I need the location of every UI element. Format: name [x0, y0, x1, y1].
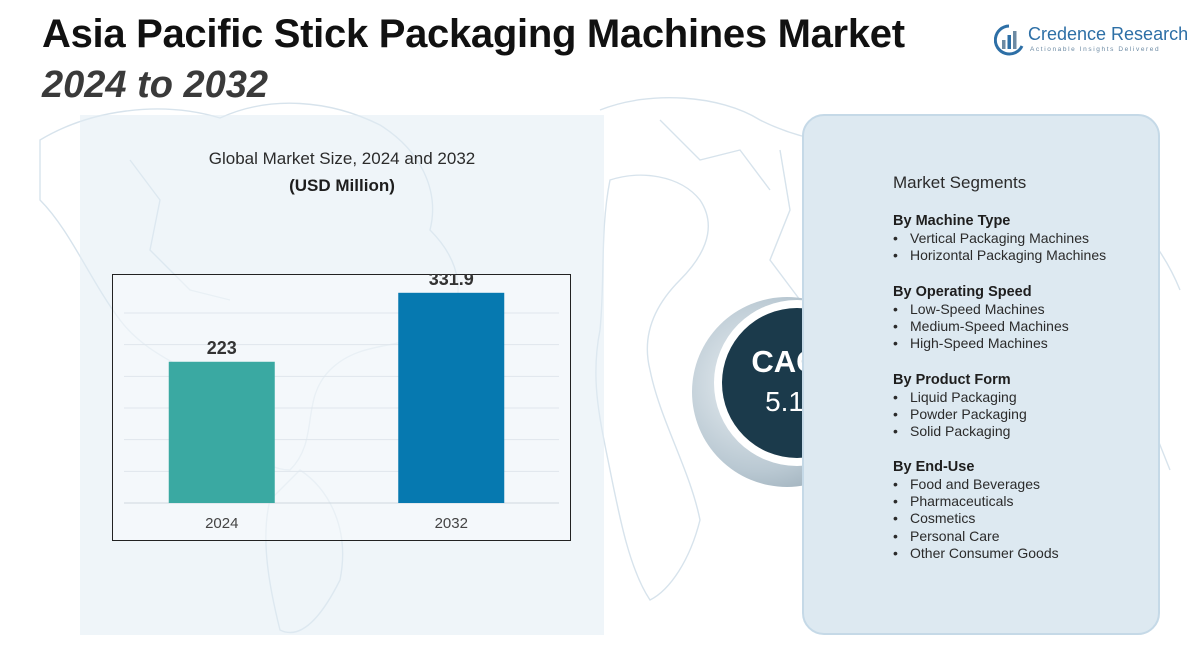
segment-item: Food and Beverages [893, 476, 1059, 493]
brand-logo[interactable]: Credence Research Actionable Insights De… [994, 22, 1194, 62]
segment-group-operating-speed: By Operating Speed Low-Speed Machines Me… [893, 283, 1069, 353]
chart-logo-icon [994, 24, 1024, 56]
segment-item: Personal Care [893, 528, 1059, 545]
segment-item: Vertical Packaging Machines [893, 230, 1106, 247]
chart-unit: (USD Million) [289, 176, 395, 195]
brand-name: Credence Research [1028, 24, 1189, 44]
bar-2024[interactable] [168, 361, 275, 503]
segment-item: Powder Packaging [893, 406, 1027, 423]
value-label-2032: 331.9 [429, 274, 474, 289]
bar-chart: 223 331.9 2024 2032 [112, 274, 571, 541]
segment-item: Horizontal Packaging Machines [893, 247, 1106, 264]
brand-tagline: Actionable Insights Delivered [1030, 46, 1161, 53]
category-label-2032: 2032 [435, 515, 468, 532]
segment-group-product-form: By Product Form Liquid Packaging Powder … [893, 371, 1027, 441]
chart-title: Global Market Size, 2024 and 2032 [208, 149, 476, 168]
bar-2032[interactable] [398, 292, 505, 503]
segment-group-end-use: By End-Use Food and Beverages Pharmaceut… [893, 458, 1059, 562]
segment-item: Solid Packaging [893, 423, 1027, 440]
segment-item: Medium-Speed Machines [893, 318, 1069, 335]
chart-panel [80, 115, 604, 635]
segment-group-title: By End-Use [893, 459, 975, 475]
segment-group-title: By Operating Speed [893, 284, 1032, 300]
page-subtitle: 2024 to 2032 [42, 64, 269, 106]
category-label-2024: 2024 [205, 515, 238, 532]
segment-item: High-Speed Machines [893, 335, 1069, 352]
segment-item: Liquid Packaging [893, 389, 1027, 406]
segment-group-title: By Machine Type [893, 213, 1011, 229]
segment-item: Other Consumer Goods [893, 545, 1059, 562]
segment-item: Pharmaceuticals [893, 493, 1059, 510]
segment-item: Low-Speed Machines [893, 301, 1069, 318]
segment-group-machine-type: By Machine Type Vertical Packaging Machi… [893, 212, 1106, 265]
segment-item: Cosmetics [893, 510, 1059, 527]
page-title: Asia Pacific Stick Packaging Machines Ma… [42, 12, 905, 56]
value-label-2024: 223 [207, 338, 237, 358]
segments-heading: Market Segments [893, 173, 1027, 192]
segment-group-title: By Product Form [893, 372, 1011, 388]
